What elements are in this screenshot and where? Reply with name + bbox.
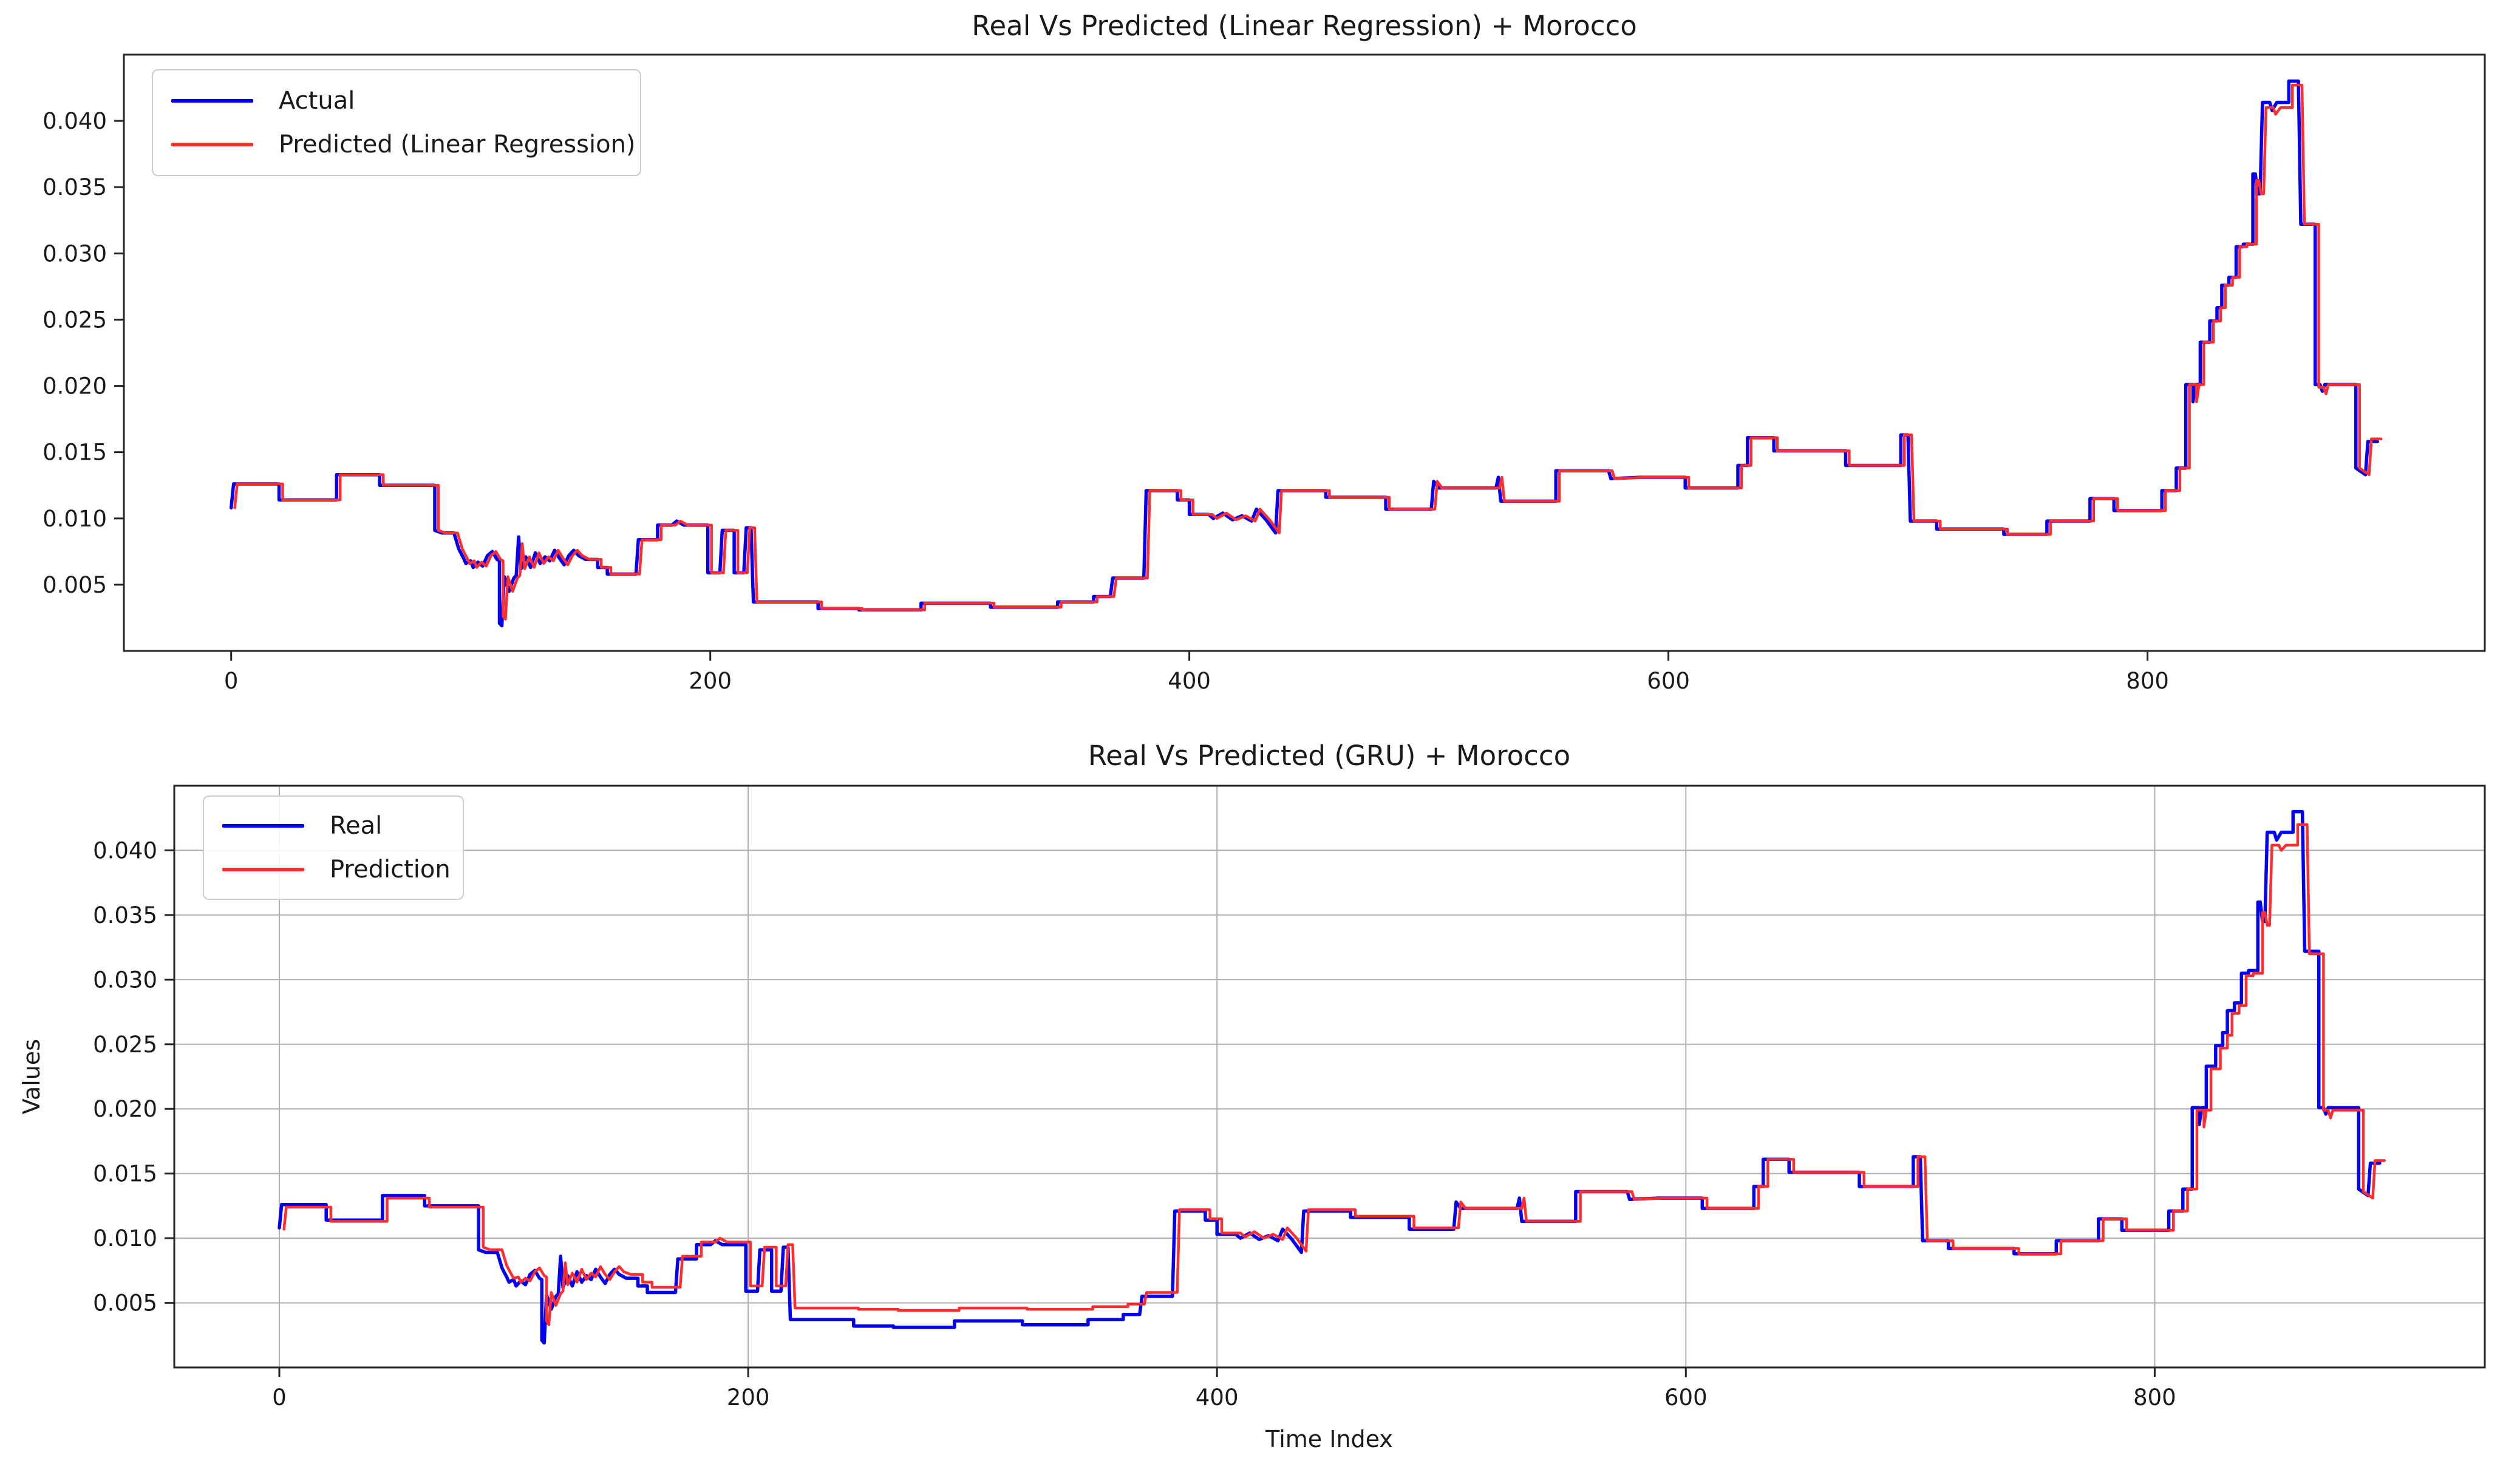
series-line-real	[278, 809, 2382, 1345]
x-tick-label: 0	[272, 1384, 287, 1411]
chart-0: 0 200 400 600 800 0.005 0.010 0.015 0.020 0.025 0.…	[43, 53, 2486, 694]
x-tick-label: 400	[1196, 1384, 1239, 1411]
chart-title-linear-regression: Real Vs Predicted (Linear Regression) + …	[972, 10, 1637, 42]
x-tick-label: 200	[689, 668, 732, 694]
y-tick-label: 0.035	[43, 174, 107, 200]
chart-title-gru: Real Vs Predicted (GRU) + Morocco	[1088, 740, 1571, 772]
plot-border	[173, 785, 2486, 1369]
y-tick-label: 0.020	[93, 1096, 157, 1122]
x-tick-label: 800	[2133, 1384, 2176, 1411]
y-tick-label: 0.005	[43, 572, 107, 598]
y-tick-label: 0.015	[43, 440, 107, 466]
y-tick-label: 0.040	[93, 837, 157, 863]
x-tick-label: 0	[224, 668, 239, 694]
y-tick-label: 0.010	[93, 1225, 157, 1251]
actual-line-swatch	[171, 99, 253, 103]
y-tick-label: 0.015	[93, 1161, 157, 1187]
y-tick-label: 0.010	[43, 506, 107, 532]
x-tick-label: 200	[727, 1384, 770, 1411]
x-tick-label: 800	[2126, 668, 2169, 694]
y-tick-label: 0.025	[93, 1032, 157, 1058]
legend-label: Actual	[279, 87, 355, 115]
y-tick-label: 0.020	[43, 373, 107, 400]
y-tick-label: 0.035	[93, 902, 157, 928]
chart-1: 0 200 400 600 800 0.005 0.010 0.015 0.020 0.025 0.…	[93, 785, 2486, 1411]
y-tick-label: 0.005	[93, 1290, 157, 1316]
plot-border	[123, 53, 2486, 652]
legend-label: Prediction	[330, 856, 451, 884]
legend-item-prediction: Prediction	[222, 856, 451, 884]
prediction-line-swatch	[222, 868, 304, 871]
legend-label: Predicted (Linear Regression)	[279, 131, 636, 158]
legend-item-predicted-lr: Predicted (Linear Regression)	[171, 131, 636, 158]
y-tick-label: 0.040	[43, 108, 107, 134]
legend-label: Real	[330, 812, 383, 840]
predicted-line-swatch	[171, 143, 253, 146]
legend-item-actual: Actual	[171, 87, 622, 115]
y-axis-label-values: Values	[18, 1038, 45, 1115]
real-line-swatch	[222, 824, 304, 828]
y-tick-label: 0.030	[93, 967, 157, 993]
x-tick-label: 600	[1647, 668, 1690, 694]
legend-item-real: Real	[222, 812, 444, 840]
x-tick-label: 600	[1664, 1384, 1708, 1411]
legend-gru: Real Prediction	[203, 795, 464, 900]
x-axis-label-time-index: Time Index	[1265, 1426, 1393, 1452]
series-line-predicted-linear-regression-	[233, 83, 2383, 621]
legend-linear-regression: Actual Predicted (Linear Regression)	[152, 69, 641, 176]
y-tick-label: 0.025	[43, 307, 107, 333]
x-tick-label: 400	[1168, 668, 1211, 694]
series-line-prediction	[282, 823, 2386, 1326]
y-tick-label: 0.030	[43, 240, 107, 267]
